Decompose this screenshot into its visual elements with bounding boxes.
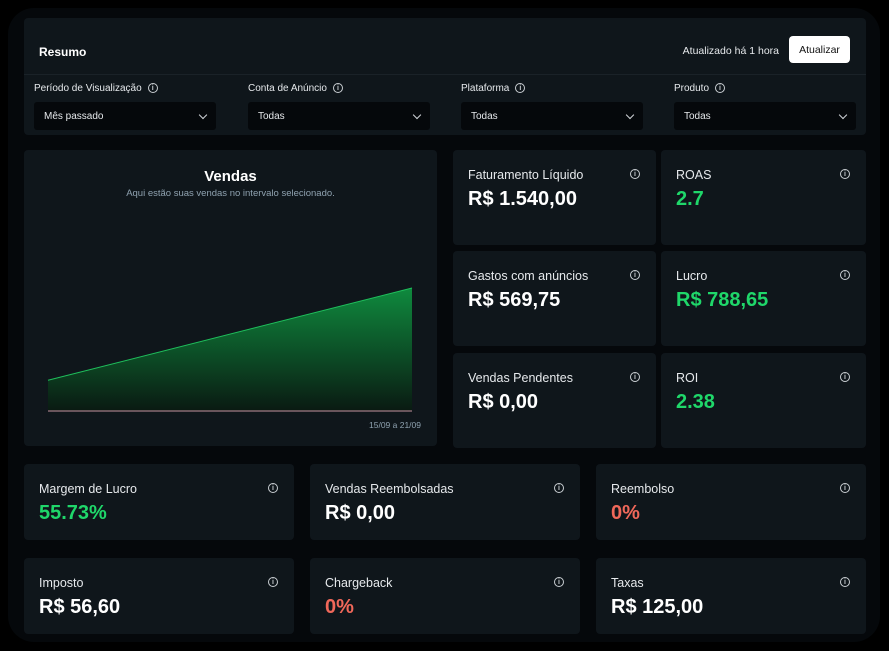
metric-label: Taxas xyxy=(611,576,644,590)
metric-label: ROI xyxy=(676,371,699,385)
metric-label: Faturamento Líquido xyxy=(468,168,584,182)
metric-value: R$ 0,00 xyxy=(325,502,396,524)
chart-date-range: 15/09 a 21/09 xyxy=(369,420,421,430)
page-title: Resumo xyxy=(39,45,87,59)
metric-value: R$ 788,65 xyxy=(676,289,769,311)
chevron-down-icon xyxy=(625,110,635,119)
metric-card-gastos-com-anuncios: Gastos com anúncios i R$ 569,75 xyxy=(453,251,656,346)
chart-subtitle: Aqui estão suas vendas no intervalo sele… xyxy=(126,188,335,199)
metric-value: 2.7 xyxy=(676,188,704,210)
info-icon[interactable]: i xyxy=(840,577,850,587)
chevron-down-icon xyxy=(198,110,208,119)
filter-product-select[interactable]: Todas xyxy=(674,102,856,130)
info-icon[interactable]: i xyxy=(840,372,850,382)
filter-ad-account-label: Conta de Anúncio xyxy=(248,82,327,94)
filter-period-select[interactable]: Mês passado xyxy=(34,102,216,130)
filter-ad-account: Conta de Anúncio i Todas xyxy=(248,80,430,130)
filter-product-label: Produto xyxy=(674,82,710,94)
info-icon[interactable]: i xyxy=(268,577,278,587)
filter-period-label: Período de Visualização xyxy=(34,82,142,94)
filter-platform-value: Todas xyxy=(471,110,498,122)
info-icon[interactable]: i xyxy=(840,270,850,280)
filter-period: Período de Visualização i Mês passado xyxy=(34,80,216,130)
info-icon[interactable]: i xyxy=(630,372,640,382)
metric-card-roas: ROAS i 2.7 xyxy=(661,150,866,245)
header-divider xyxy=(24,74,866,75)
chart-title: Vendas xyxy=(204,168,257,185)
info-icon[interactable]: i xyxy=(630,169,640,179)
filter-platform: Plataforma i Todas xyxy=(461,80,643,130)
filter-ad-account-select[interactable]: Todas xyxy=(248,102,430,130)
refresh-button[interactable]: Atualizar xyxy=(789,36,850,63)
info-icon[interactable]: i xyxy=(630,270,640,280)
info-icon[interactable]: i xyxy=(268,483,278,493)
metric-label: Gastos com anúncios xyxy=(468,269,589,283)
sales-chart-panel: Vendas Aqui estão suas vendas no interva… xyxy=(24,150,437,446)
filter-product: Produto i Todas xyxy=(674,80,856,130)
chevron-down-icon xyxy=(838,110,848,119)
filter-period-value: Mês passado xyxy=(44,110,104,122)
metric-card-taxas: Taxas i R$ 125,00 xyxy=(596,558,866,634)
dashboard-window: Resumo Atualizado há 1 hora Atualizar Pe… xyxy=(8,8,880,642)
metric-label: Chargeback xyxy=(325,576,393,590)
info-icon[interactable]: i xyxy=(554,483,564,493)
info-icon[interactable]: i xyxy=(515,83,526,93)
info-icon[interactable]: i xyxy=(147,83,158,93)
metric-label: ROAS xyxy=(676,168,712,182)
info-icon[interactable]: i xyxy=(840,169,850,179)
info-icon[interactable]: i xyxy=(840,483,850,493)
info-icon[interactable]: i xyxy=(715,83,726,93)
metric-value: R$ 125,00 xyxy=(611,596,704,618)
metric-label: Reembolso xyxy=(611,482,675,496)
metric-label: Vendas Reembolsadas xyxy=(325,482,454,496)
metric-card-margem-de-lucro: Margem de Lucro i 55.73% xyxy=(24,464,294,540)
filter-platform-select[interactable]: Todas xyxy=(461,102,643,130)
metric-card-faturamento-liquido: Faturamento Líquido i R$ 1.540,00 xyxy=(453,150,656,245)
metric-value: 55.73% xyxy=(39,502,107,524)
metric-value: R$ 569,75 xyxy=(468,289,561,311)
metric-card-chargeback: Chargeback i 0% xyxy=(310,558,580,634)
metric-card-lucro: Lucro i R$ 788,65 xyxy=(661,251,866,346)
metric-label: Imposto xyxy=(39,576,84,590)
metric-label: Margem de Lucro xyxy=(39,482,137,496)
sales-area-chart xyxy=(47,287,413,412)
info-icon[interactable]: i xyxy=(554,577,564,587)
metric-label: Lucro xyxy=(676,269,708,283)
metric-card-imposto: Imposto i R$ 56,60 xyxy=(24,558,294,634)
metric-label: Vendas Pendentes xyxy=(468,371,573,385)
sales-area xyxy=(48,288,412,411)
metric-card-reembolso: Reembolso i 0% xyxy=(596,464,866,540)
filter-platform-label: Plataforma xyxy=(461,82,510,94)
metric-card-roi: ROI i 2.38 xyxy=(661,353,866,448)
sales-line xyxy=(47,287,413,381)
filter-ad-account-value: Todas xyxy=(258,110,285,122)
metric-value: R$ 56,60 xyxy=(39,596,121,618)
metric-value: 0% xyxy=(325,596,354,618)
metric-value: R$ 0,00 xyxy=(468,391,539,413)
metric-value: 0% xyxy=(611,502,640,524)
last-updated-text: Atualizado há 1 hora xyxy=(682,45,779,57)
metric-card-vendas-pendentes: Vendas Pendentes i R$ 0,00 xyxy=(453,353,656,448)
metric-value: R$ 1.540,00 xyxy=(468,188,577,210)
metric-card-vendas-reembolsadas: Vendas Reembolsadas i R$ 0,00 xyxy=(310,464,580,540)
chevron-down-icon xyxy=(412,110,422,119)
summary-header-panel: Resumo Atualizado há 1 hora Atualizar Pe… xyxy=(24,18,866,135)
metric-value: 2.38 xyxy=(676,391,715,413)
info-icon[interactable]: i xyxy=(332,83,343,93)
filter-product-value: Todas xyxy=(684,110,711,122)
